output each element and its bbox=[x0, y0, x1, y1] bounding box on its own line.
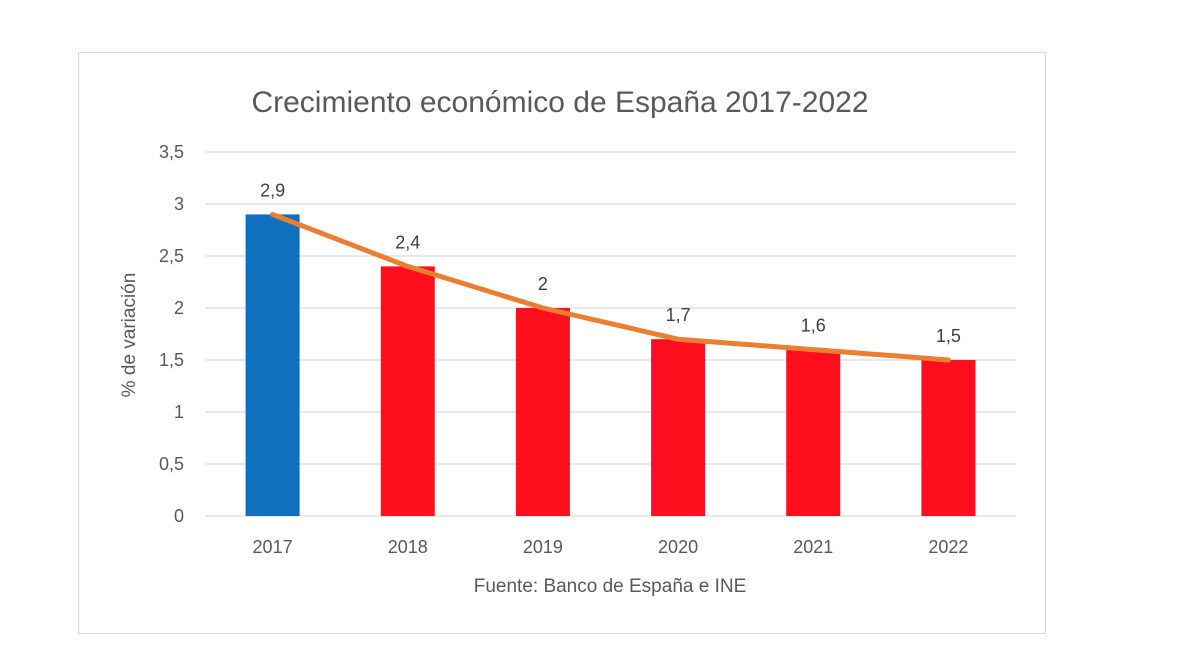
x-tick-label: 2021 bbox=[793, 537, 833, 557]
x-tick-label: 2020 bbox=[658, 537, 698, 557]
data-label-2020: 1,7 bbox=[666, 305, 691, 325]
y-tick-label: 3,5 bbox=[159, 142, 184, 162]
x-tick-label: 2019 bbox=[523, 537, 563, 557]
bar-2018 bbox=[380, 266, 435, 516]
bar-2019 bbox=[515, 308, 570, 516]
y-tick-label: 0 bbox=[174, 506, 184, 526]
y-axis-ticks: 0 0,5 1 1,5 2 2,5 3 3,5 bbox=[159, 142, 184, 526]
x-tick-label: 2022 bbox=[928, 537, 968, 557]
data-label-2019: 2 bbox=[538, 274, 548, 294]
data-label-2022: 1,5 bbox=[936, 326, 961, 346]
chart-title: Crecimiento económico de España 2017-202… bbox=[251, 86, 868, 119]
y-tick-label: 2,5 bbox=[159, 246, 184, 266]
y-tick-label: 0,5 bbox=[159, 454, 184, 474]
bar-2020 bbox=[651, 339, 706, 516]
bars bbox=[245, 214, 976, 516]
data-labels: 2,9 2,4 2 1,7 1,6 1,5 bbox=[260, 180, 961, 346]
bar-2022 bbox=[921, 360, 976, 516]
x-axis-ticks: 2017 2018 2019 2020 2021 2022 bbox=[253, 537, 969, 557]
y-tick-label: 1 bbox=[174, 402, 184, 422]
x-axis-title: Fuente: Banco de España e INE bbox=[474, 576, 747, 597]
data-label-2017: 2,9 bbox=[260, 180, 285, 200]
x-tick-label: 2018 bbox=[388, 537, 428, 557]
y-tick-label: 1,5 bbox=[159, 350, 184, 370]
bar-2021 bbox=[786, 349, 841, 516]
trend-line bbox=[270, 211, 951, 363]
data-label-2018: 2,4 bbox=[395, 232, 420, 252]
gridlines bbox=[205, 151, 1016, 517]
data-label-2021: 1,6 bbox=[801, 316, 826, 336]
y-tick-label: 2 bbox=[174, 298, 184, 318]
y-tick-label: 3 bbox=[174, 194, 184, 214]
trend-line-group bbox=[270, 211, 951, 363]
y-axis-title: % de variación bbox=[119, 273, 140, 398]
bar-2017 bbox=[245, 214, 300, 516]
x-tick-label: 2017 bbox=[253, 537, 293, 557]
